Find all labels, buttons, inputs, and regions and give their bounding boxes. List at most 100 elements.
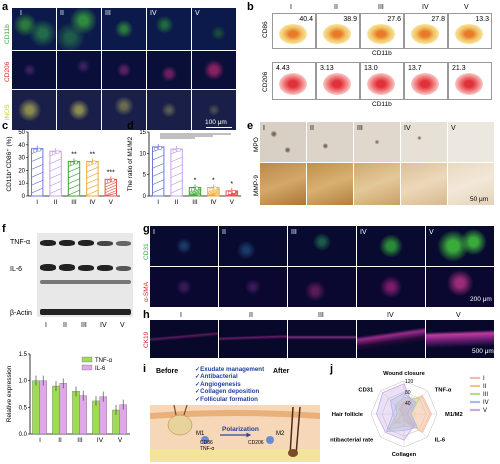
blot-band-il6b-row	[40, 280, 131, 284]
panel-h-ck19-1	[150, 320, 218, 358]
radar-tick-label: 80	[405, 390, 411, 396]
panel-h-roman-5: V	[456, 312, 461, 319]
panel-a-roman-4: IV	[150, 10, 157, 17]
y-axis-label: The ratio of M1/M2	[127, 136, 134, 191]
data-point	[191, 187, 195, 192]
panel-f-roman-2: II	[63, 322, 67, 329]
data-point	[231, 189, 236, 194]
radar-tick-label: 40	[405, 401, 411, 407]
panel-a-micro-2-2	[57, 51, 101, 89]
bar-hatch	[152, 187, 165, 194]
panel-f-roman-3: III	[81, 322, 87, 329]
data-point	[110, 178, 115, 183]
bar-hatch	[68, 172, 80, 179]
benefit-antibacterial: ✓Antibacterial	[195, 373, 238, 381]
blot-band-il6-4	[97, 265, 113, 271]
y-tick-label: 0.5	[19, 405, 28, 411]
flow-plot-bottom-3: 13.0	[360, 62, 404, 100]
panel-g-asma-1	[150, 267, 218, 307]
panel-h-row-label-ck19: CK19	[143, 331, 150, 348]
legend-label: II	[483, 384, 487, 390]
panel-g-asma-4	[357, 267, 425, 307]
legend-label: I	[483, 376, 485, 382]
bar-hatch	[49, 165, 62, 172]
bar	[79, 395, 87, 435]
bar-hatch	[49, 173, 62, 179]
bar	[32, 380, 40, 435]
blot-label-il6: IL-6	[10, 266, 23, 273]
benefit-list: ✓Exudate management ✓Antibacterial ✓Angi…	[195, 366, 295, 403]
bar-hatch	[31, 187, 44, 194]
panel-g-asma-5	[426, 267, 494, 307]
flow-plot-top-3: 27.6	[360, 13, 404, 49]
panel-b-letter: b	[247, 1, 254, 13]
panel-g-cd31-4	[357, 226, 425, 266]
bar-hatch	[189, 194, 201, 197]
flow-plot-bottom-5: 21.3	[448, 62, 492, 100]
panel-a-micro-2-3	[102, 51, 146, 89]
significance-label: **	[90, 151, 96, 158]
bar-hatch	[189, 188, 201, 195]
blot-band-il6-2	[59, 264, 75, 271]
data-point	[51, 151, 56, 156]
data-point	[154, 147, 159, 151]
x-tick-label: V	[109, 199, 114, 206]
blot-band-il6-1	[40, 264, 56, 271]
radar-axis-label: IL-6	[435, 438, 446, 444]
blot-label-actin: β-Actin	[10, 310, 32, 317]
x-tick-label: IV	[210, 199, 217, 206]
bar-hatch	[170, 156, 183, 163]
blot-band-tnf-5	[116, 241, 131, 246]
radar-axis-label: Antibacterial rate	[330, 438, 374, 444]
bar-hatch	[207, 189, 220, 196]
radar-axis-label: CD31	[358, 387, 374, 393]
flow-plot-top-2: 38.9	[316, 13, 360, 49]
flow-value-top-2: 38.9	[343, 16, 357, 23]
panel-b-bottom-ylabel: CD206	[262, 71, 269, 92]
panel-a-micro-3-3	[102, 90, 146, 130]
y-tick-label: 5	[143, 173, 147, 179]
radar-series-polygon	[387, 397, 421, 431]
panel-e-mmp9-3	[354, 163, 400, 205]
blot-band-il6-3	[78, 265, 94, 271]
panel-g-asma-2	[219, 267, 287, 307]
y-tick-label: 10	[139, 151, 146, 157]
blot-band-tnf-3	[78, 240, 94, 246]
flow-value-top-4: 27.8	[431, 16, 445, 23]
data-point	[70, 161, 74, 166]
flow-value-top-3: 27.6	[387, 16, 401, 23]
y-tick-label: 0	[22, 194, 26, 200]
bar-hatch	[68, 189, 80, 196]
panel-g-letter: g	[143, 223, 150, 235]
bar-hatch	[104, 190, 117, 196]
marker-cd86-label: CD86	[200, 440, 213, 446]
panel-g-roman-5: V	[429, 229, 434, 236]
bar-hatch	[170, 172, 183, 178]
data-point	[74, 160, 78, 165]
radar-series-polygon	[393, 396, 431, 433]
panel-f-roman-1: I	[45, 322, 47, 329]
panel-g-scale-bar: 200 μm	[470, 296, 492, 303]
legend-swatch	[81, 364, 93, 371]
radar-axis-label: Collagen	[392, 452, 417, 458]
panel-a-roman-3: III	[105, 10, 111, 17]
panel-f-roman-5: V	[120, 322, 125, 329]
panel-d-letter: d	[127, 120, 134, 132]
x-tick-label: II	[54, 199, 58, 206]
m1-label: M1	[196, 431, 205, 437]
panel-a-micro-2-1	[12, 51, 56, 89]
panel-e-mpo-2	[307, 122, 353, 162]
panel-e-scale-bar: 50 μm	[470, 196, 489, 203]
bar-hatch	[152, 162, 165, 169]
flow-value-top-1: 40.4	[299, 16, 313, 23]
panel-b-roman-2: II	[334, 4, 338, 11]
panel-e-mpo-1	[260, 122, 306, 162]
panel-g-roman-1: I	[153, 229, 155, 236]
panel-e-roman-2: II	[310, 125, 314, 132]
bar-hatch	[104, 181, 117, 188]
radar-chart: 120 80 40 Wound closure TNF-α M1/M2 IL-6 Collag…	[330, 371, 489, 458]
x-tick-label: III	[192, 199, 198, 206]
panel-c-letter: c	[2, 120, 9, 132]
data-point	[33, 148, 38, 153]
bar-hatch	[86, 166, 99, 173]
